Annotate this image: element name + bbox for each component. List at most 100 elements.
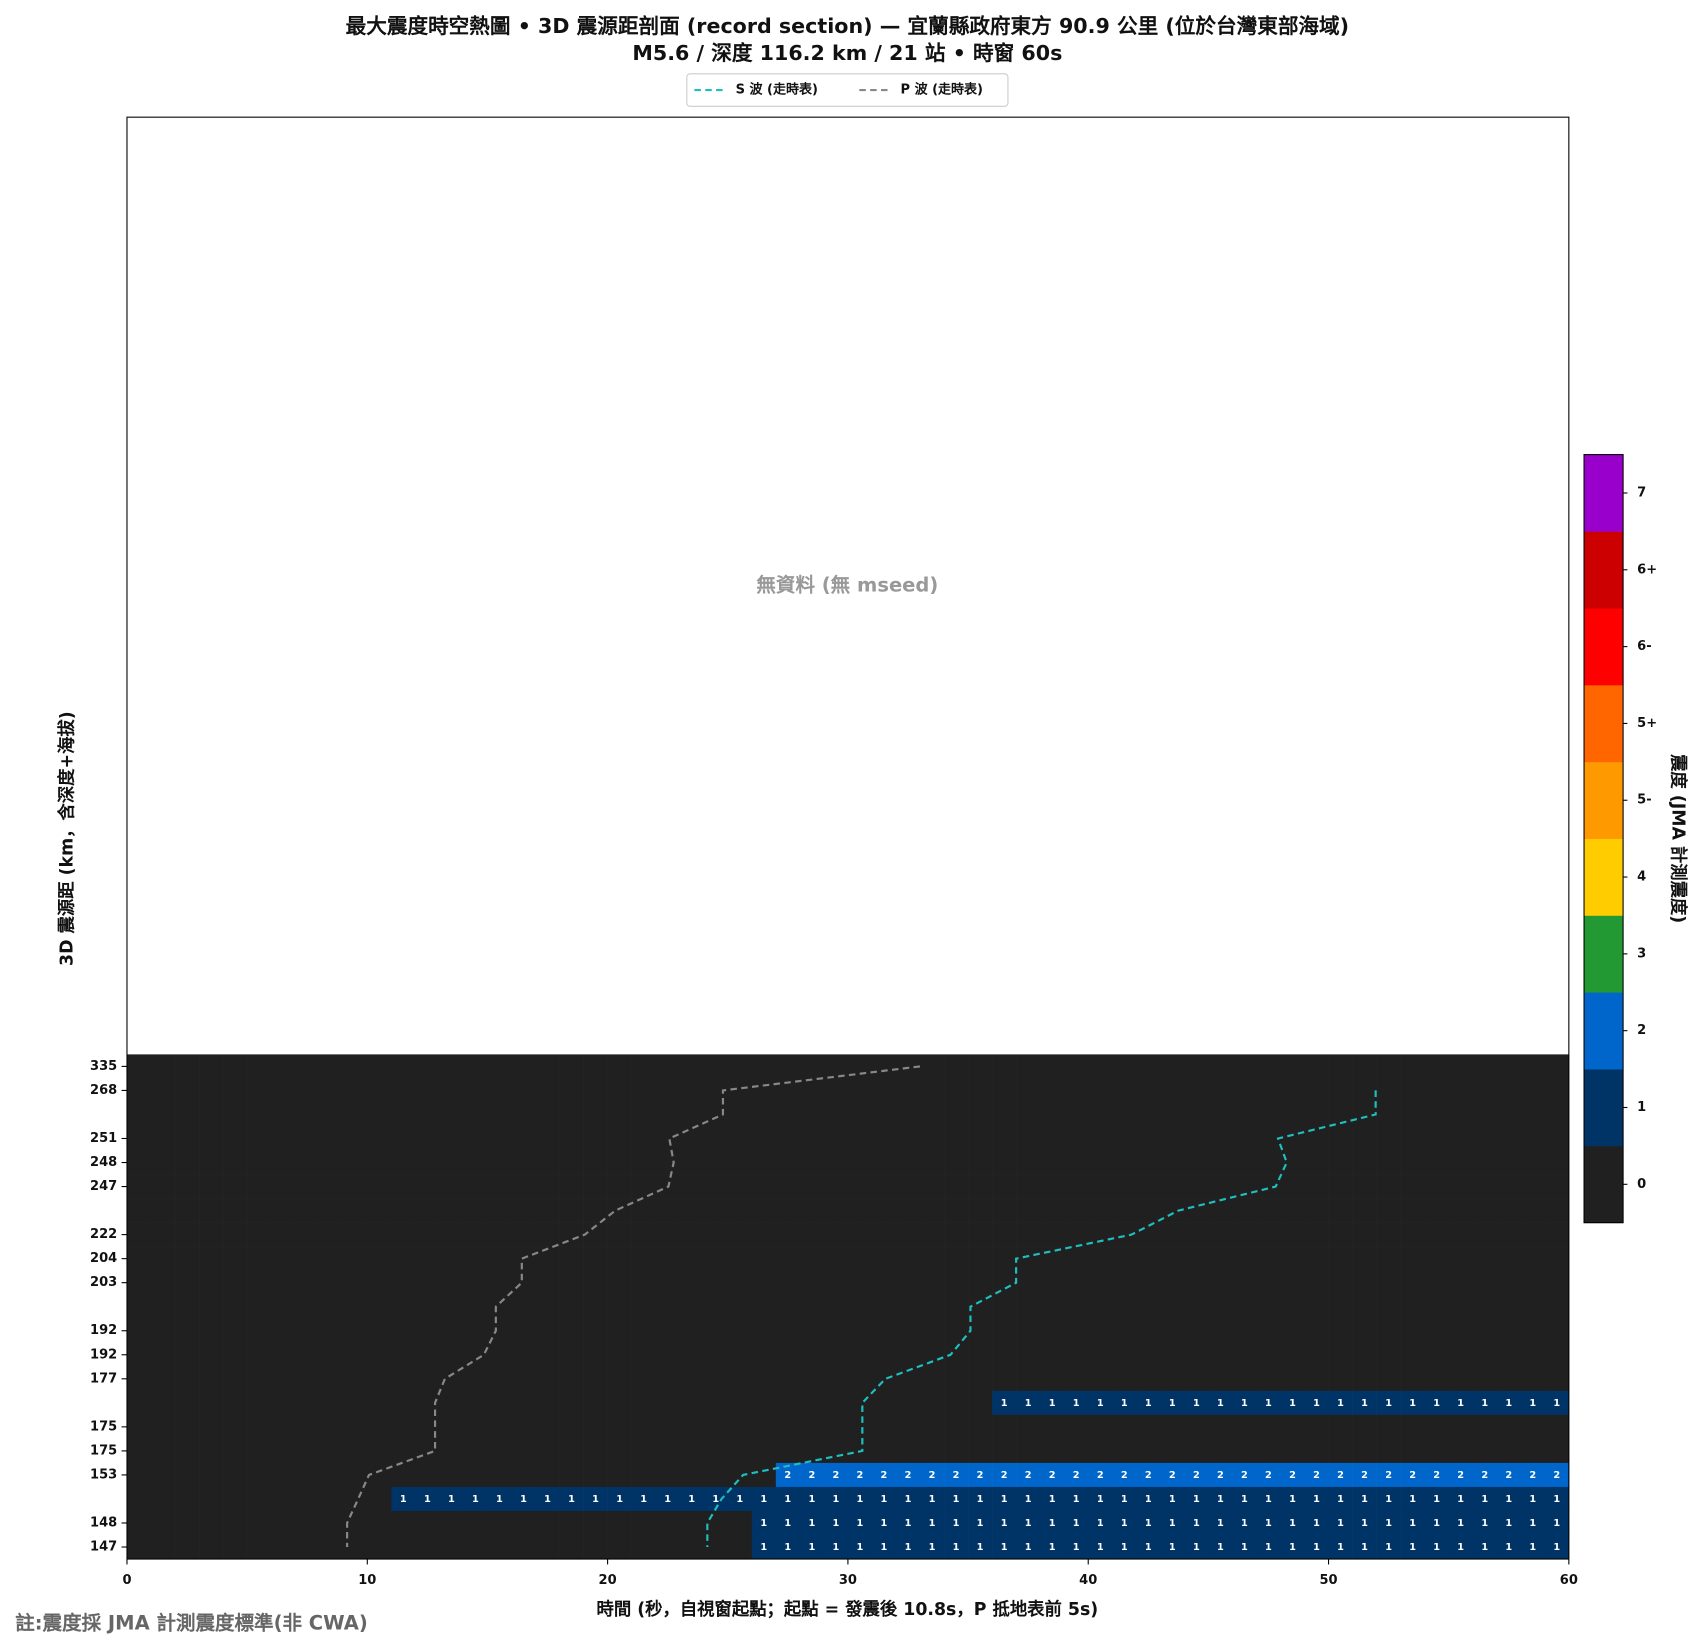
heatmap-cell [992, 1342, 1017, 1368]
heatmap-cell [655, 1270, 681, 1296]
heatmap-cell [199, 1462, 224, 1488]
heatmap-cell [535, 1318, 560, 1344]
heatmap-cell [1016, 1462, 1041, 1488]
heatmap-cell [1376, 1270, 1401, 1296]
heatmap-cell [126, 1294, 152, 1320]
heatmap-cell [1136, 1126, 1161, 1151]
cell-label: 1 [1529, 1398, 1536, 1409]
heatmap-cell [631, 1174, 656, 1199]
heatmap-cell [295, 1318, 320, 1344]
heatmap-cell [871, 1366, 897, 1392]
heatmap-cell [415, 1462, 440, 1488]
chart-title: 最大震度時空熱圖 • 3D 震源距剖面 (record section) — 宜… [346, 14, 1349, 38]
heatmap-cell [1136, 1510, 1161, 1536]
heatmap-cell [1256, 1414, 1281, 1440]
heatmap-cell [223, 1198, 248, 1223]
heatmap-cell [775, 1366, 801, 1392]
heatmap-cell [895, 1438, 921, 1464]
heatmap-cell [871, 1414, 897, 1440]
heatmap-cell [271, 1174, 296, 1199]
heatmap-cell [223, 1270, 248, 1296]
heatmap-cell [1040, 1174, 1065, 1199]
heatmap-cell [775, 1438, 801, 1464]
cell-label: 1 [1289, 1518, 1296, 1529]
travel-time-line [706, 1090, 1377, 1548]
heatmap-cell [1184, 1486, 1209, 1512]
heatmap-cell [1232, 1486, 1257, 1512]
heatmap-cell [247, 1318, 272, 1344]
cell-label: 1 [1121, 1518, 1128, 1529]
heatmap-cell [175, 1198, 200, 1223]
heatmap-cell [631, 1222, 656, 1247]
heatmap-cell [1112, 1414, 1137, 1440]
heatmap-cell [415, 1198, 440, 1223]
heatmap-cell [1088, 1390, 1113, 1416]
heatmap-cell [1016, 1414, 1041, 1440]
heatmap-cell [535, 1198, 560, 1223]
heatmap-cell [679, 1174, 705, 1199]
heatmap-cell [319, 1054, 344, 1079]
heatmap-cell [1280, 1390, 1305, 1416]
heatmap-cell [1496, 1222, 1522, 1247]
heatmap-cell [751, 1318, 777, 1344]
heatmap-cell [1016, 1246, 1041, 1271]
heatmap-cell [367, 1342, 392, 1368]
heatmap-cell [1424, 1078, 1450, 1103]
heatmap-cell [895, 1486, 921, 1512]
x-tick-label: 40 [1079, 1573, 1097, 1588]
heatmap-cell [319, 1270, 344, 1296]
heatmap-cell [679, 1150, 705, 1175]
heatmap-cell [679, 1054, 705, 1079]
heatmap-cell [895, 1318, 921, 1344]
heatmap-cell [1544, 1054, 1570, 1079]
heatmap-cell [727, 1390, 753, 1416]
heatmap-cell [487, 1222, 512, 1247]
heatmap-cell [1448, 1270, 1474, 1296]
heatmap-cell [944, 1486, 969, 1512]
heatmap-cell [895, 1102, 921, 1127]
heatmap-cell [655, 1198, 681, 1223]
heatmap-cell [535, 1390, 560, 1416]
heatmap-cell [199, 1054, 224, 1079]
cell-label: 2 [808, 1470, 815, 1481]
heatmap-cell [968, 1054, 993, 1079]
heatmap-cell [727, 1342, 753, 1368]
heatmap-cell [1544, 1294, 1570, 1320]
heatmap-cell [751, 1174, 777, 1199]
heatmap-cell [463, 1390, 488, 1416]
heatmap-cell [487, 1102, 512, 1127]
heatmap-cell [391, 1535, 416, 1560]
cell-label: 1 [833, 1494, 840, 1505]
heatmap-cell [871, 1318, 897, 1344]
heatmap-cell [751, 1414, 777, 1440]
heatmap-cell [415, 1150, 440, 1175]
heatmap-cell [1352, 1342, 1377, 1368]
heatmap-cell [151, 1054, 176, 1079]
heatmap-cell [511, 1150, 536, 1175]
heatmap-cell [1304, 1438, 1329, 1464]
heatmap-cell [175, 1535, 200, 1560]
heatmap-cell [1136, 1150, 1161, 1175]
cell-label: 1 [808, 1518, 815, 1529]
heatmap-cell [439, 1078, 464, 1103]
heatmap-cell [247, 1246, 272, 1271]
cell-label: 1 [1001, 1518, 1008, 1529]
heatmap-cell [920, 1366, 945, 1392]
heatmap-cell [1280, 1342, 1305, 1368]
cell-label: 2 [953, 1470, 960, 1481]
heatmap-cell [199, 1318, 224, 1344]
heatmap-cell [1064, 1150, 1089, 1175]
heatmap-cell [1280, 1462, 1305, 1488]
cell-label: 1 [664, 1494, 671, 1505]
y-tick-label: 203 [90, 1275, 117, 1290]
heatmap-cell [1208, 1246, 1233, 1271]
heatmap-cell [1424, 1510, 1450, 1536]
heatmap-cell [391, 1174, 416, 1199]
heatmap-cell [1256, 1174, 1281, 1199]
heatmap-cell [1040, 1246, 1065, 1271]
heatmap-cell [511, 1366, 536, 1392]
heatmap-cell [487, 1174, 512, 1199]
heatmap-cell [1544, 1246, 1570, 1271]
colorbar-segment [1584, 685, 1624, 763]
heatmap-cell [1520, 1126, 1546, 1151]
